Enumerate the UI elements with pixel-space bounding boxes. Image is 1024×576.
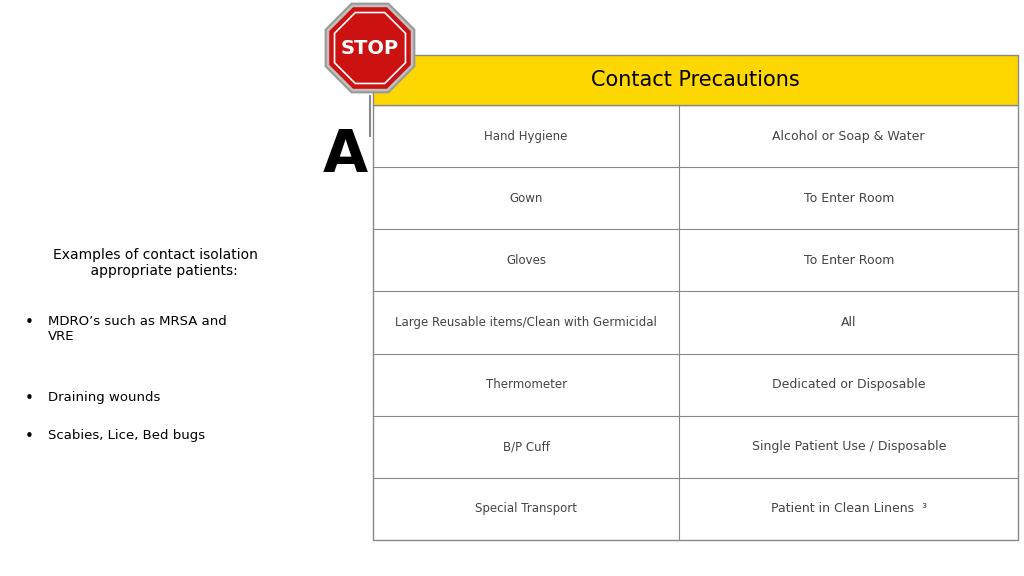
Text: Examples of contact isolation
    appropriate patients:: Examples of contact isolation appropriat… — [52, 248, 257, 278]
Text: Thermometer: Thermometer — [485, 378, 566, 391]
Bar — [373, 105, 1018, 540]
Text: Contact Precautions: Contact Precautions — [591, 70, 800, 90]
Text: Single Patient Use / Disposable: Single Patient Use / Disposable — [752, 440, 946, 453]
Text: To Enter Room: To Enter Room — [804, 254, 894, 267]
Polygon shape — [326, 3, 415, 92]
Text: Special Transport: Special Transport — [475, 502, 578, 516]
Text: To Enter Room: To Enter Room — [804, 192, 894, 204]
Text: Large Reusable items/Clean with Germicidal: Large Reusable items/Clean with Germicid… — [395, 316, 657, 329]
Text: Hand Hygiene: Hand Hygiene — [484, 130, 568, 143]
Text: A: A — [323, 127, 368, 184]
Text: STOP: STOP — [341, 39, 399, 58]
Text: MDRO’s such as MRSA and
VRE: MDRO’s such as MRSA and VRE — [48, 315, 226, 343]
Bar — [373, 55, 1018, 105]
Text: Gown: Gown — [510, 192, 543, 204]
Text: All: All — [841, 316, 856, 329]
Text: •: • — [25, 315, 34, 330]
Text: Patient in Clean Linens  ³: Patient in Clean Linens ³ — [771, 502, 927, 516]
Polygon shape — [329, 7, 411, 89]
Text: Gloves: Gloves — [506, 254, 546, 267]
Text: Scabies, Lice, Bed bugs: Scabies, Lice, Bed bugs — [48, 429, 205, 442]
Text: B/P Cuff: B/P Cuff — [503, 440, 550, 453]
Text: Draining wounds: Draining wounds — [48, 391, 161, 404]
Text: •: • — [25, 429, 34, 444]
Text: •: • — [25, 391, 34, 406]
Text: Dedicated or Disposable: Dedicated or Disposable — [772, 378, 926, 391]
Text: Alcohol or Soap & Water: Alcohol or Soap & Water — [772, 130, 925, 143]
